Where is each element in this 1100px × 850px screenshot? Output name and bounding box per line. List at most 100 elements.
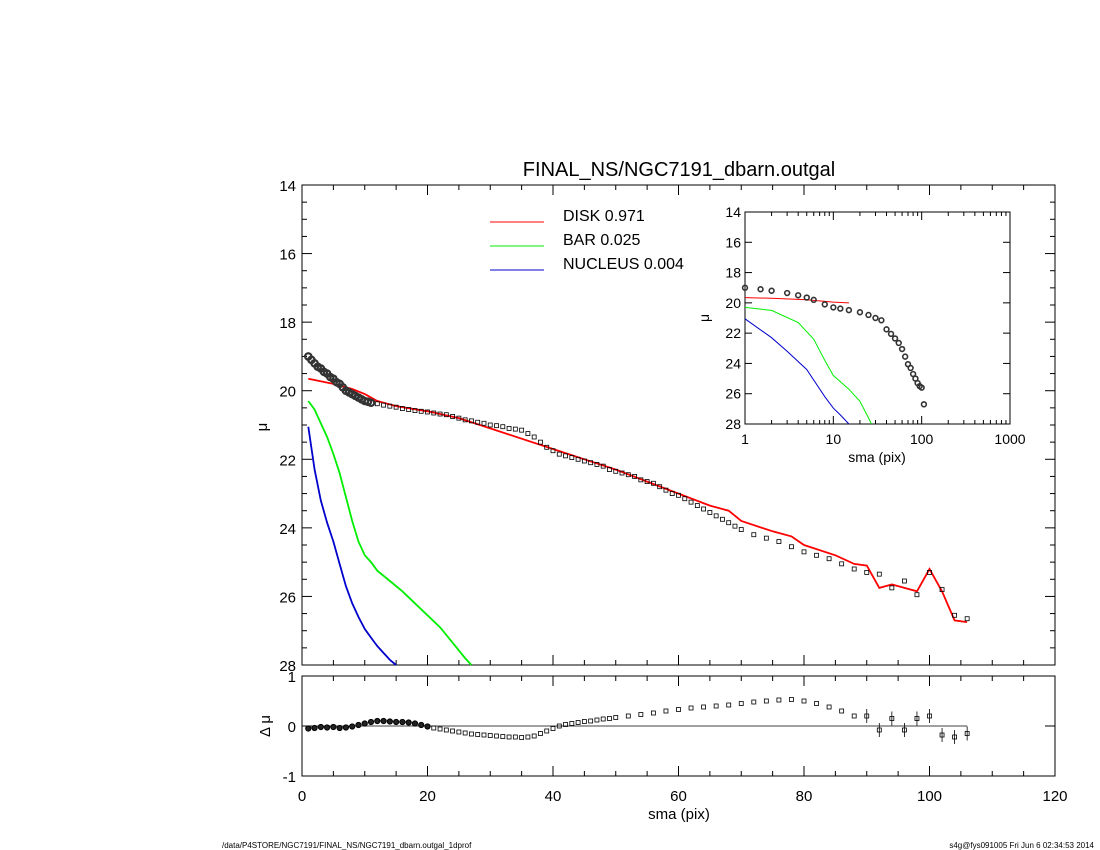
residual-point (701, 704, 706, 710)
inset-y-tick-label: 18 (725, 265, 741, 281)
data-point (481, 420, 487, 426)
data-point (651, 480, 656, 486)
x-tick-label: 40 (545, 788, 562, 805)
residual-point (763, 698, 769, 704)
inset-data-point (845, 306, 853, 314)
data-point (707, 510, 713, 515)
inset-data-point (865, 311, 872, 319)
residual-point (563, 722, 568, 727)
residual-point (738, 701, 744, 706)
footer-path: /data/P4STORE/NGC7191/FINAL_NS/NGC7191_d… (222, 841, 472, 850)
x-tick-label: 120 (1042, 788, 1067, 805)
residual-point (544, 728, 550, 734)
residual-point (538, 731, 543, 736)
inset-bar-line (744, 306, 872, 425)
data-point (556, 451, 562, 457)
residual-point (519, 735, 525, 740)
data-point (619, 470, 625, 476)
residual-point (393, 718, 400, 726)
data-point (531, 434, 537, 440)
data-point (387, 403, 393, 409)
residual-point (349, 723, 356, 730)
data-point (374, 401, 380, 407)
data-point (450, 414, 456, 419)
data-point (563, 453, 568, 459)
residual-point (651, 710, 656, 716)
y-tick-label: 20 (279, 384, 296, 401)
inset-data-point (872, 314, 879, 322)
data-point (500, 424, 506, 430)
residual-point (851, 713, 857, 719)
inset-y-tick-label: 24 (725, 355, 741, 371)
data-point (927, 570, 932, 575)
x-axis-label: sma (pix) (648, 806, 710, 823)
inset-data-point (821, 301, 828, 308)
inset-y-tick-label: 22 (725, 325, 741, 341)
data-point (738, 527, 744, 532)
data-point (437, 411, 443, 417)
data-point (550, 448, 556, 454)
data-point (544, 444, 550, 450)
data-point (399, 406, 405, 411)
inset-y-tick-label: 20 (725, 295, 741, 311)
data-point (393, 404, 399, 410)
data-point (381, 402, 386, 408)
residual-point (500, 734, 506, 739)
inset-disk-line (744, 297, 849, 304)
residual-point (751, 699, 757, 705)
residual-point (588, 718, 594, 724)
residual-y-tick-label: 1 (288, 669, 296, 686)
residual-point (330, 723, 337, 731)
disk-model-line (308, 377, 968, 623)
inset-data-point (837, 305, 844, 312)
data-point (914, 592, 920, 598)
residual-point (569, 721, 575, 726)
residual-point (462, 730, 468, 736)
inset-data-point (891, 335, 899, 342)
inset-y-tick-label: 16 (725, 234, 741, 250)
data-point (732, 523, 738, 529)
inset-y-tick-label: 28 (725, 416, 741, 432)
data-point (644, 479, 650, 484)
residual-point (638, 712, 644, 717)
data-point (952, 612, 957, 618)
inset-x-tick-label: 1 (741, 431, 749, 447)
data-point (682, 496, 688, 502)
residual-point (663, 708, 669, 714)
residual-point (625, 713, 631, 719)
inset-data-point (741, 284, 749, 291)
data-point (412, 408, 418, 414)
y-axis-label: μ (254, 423, 271, 432)
residual-point (361, 720, 368, 727)
y-tick-label: 18 (279, 315, 296, 332)
inset-data-point (856, 309, 864, 316)
data-point (519, 427, 525, 433)
bar-model-line (307, 400, 473, 666)
inset-data-point (898, 345, 906, 353)
data-point (763, 535, 769, 541)
nucleus-model-line (307, 426, 397, 666)
data-point (851, 566, 857, 572)
data-point (512, 426, 518, 432)
residual-point (342, 724, 350, 731)
data-point (569, 455, 575, 460)
data-point (694, 503, 700, 508)
data-point (607, 467, 612, 472)
residual-point (305, 725, 312, 732)
residual-point (367, 718, 375, 726)
data-point (462, 417, 468, 423)
residual-point (594, 717, 600, 723)
inset-data-point (907, 364, 914, 372)
data-point (443, 412, 449, 418)
data-point (814, 552, 819, 558)
footer-timestamp: s4g@fys091005 Fri Jun 6 02:34:53 2014 (949, 841, 1094, 850)
data-point (713, 513, 719, 519)
residual-point (814, 701, 819, 706)
data-point (538, 439, 543, 445)
data-point (720, 516, 725, 522)
data-point (726, 520, 732, 526)
y-tick-label: 26 (279, 589, 296, 606)
data-point (613, 468, 619, 474)
